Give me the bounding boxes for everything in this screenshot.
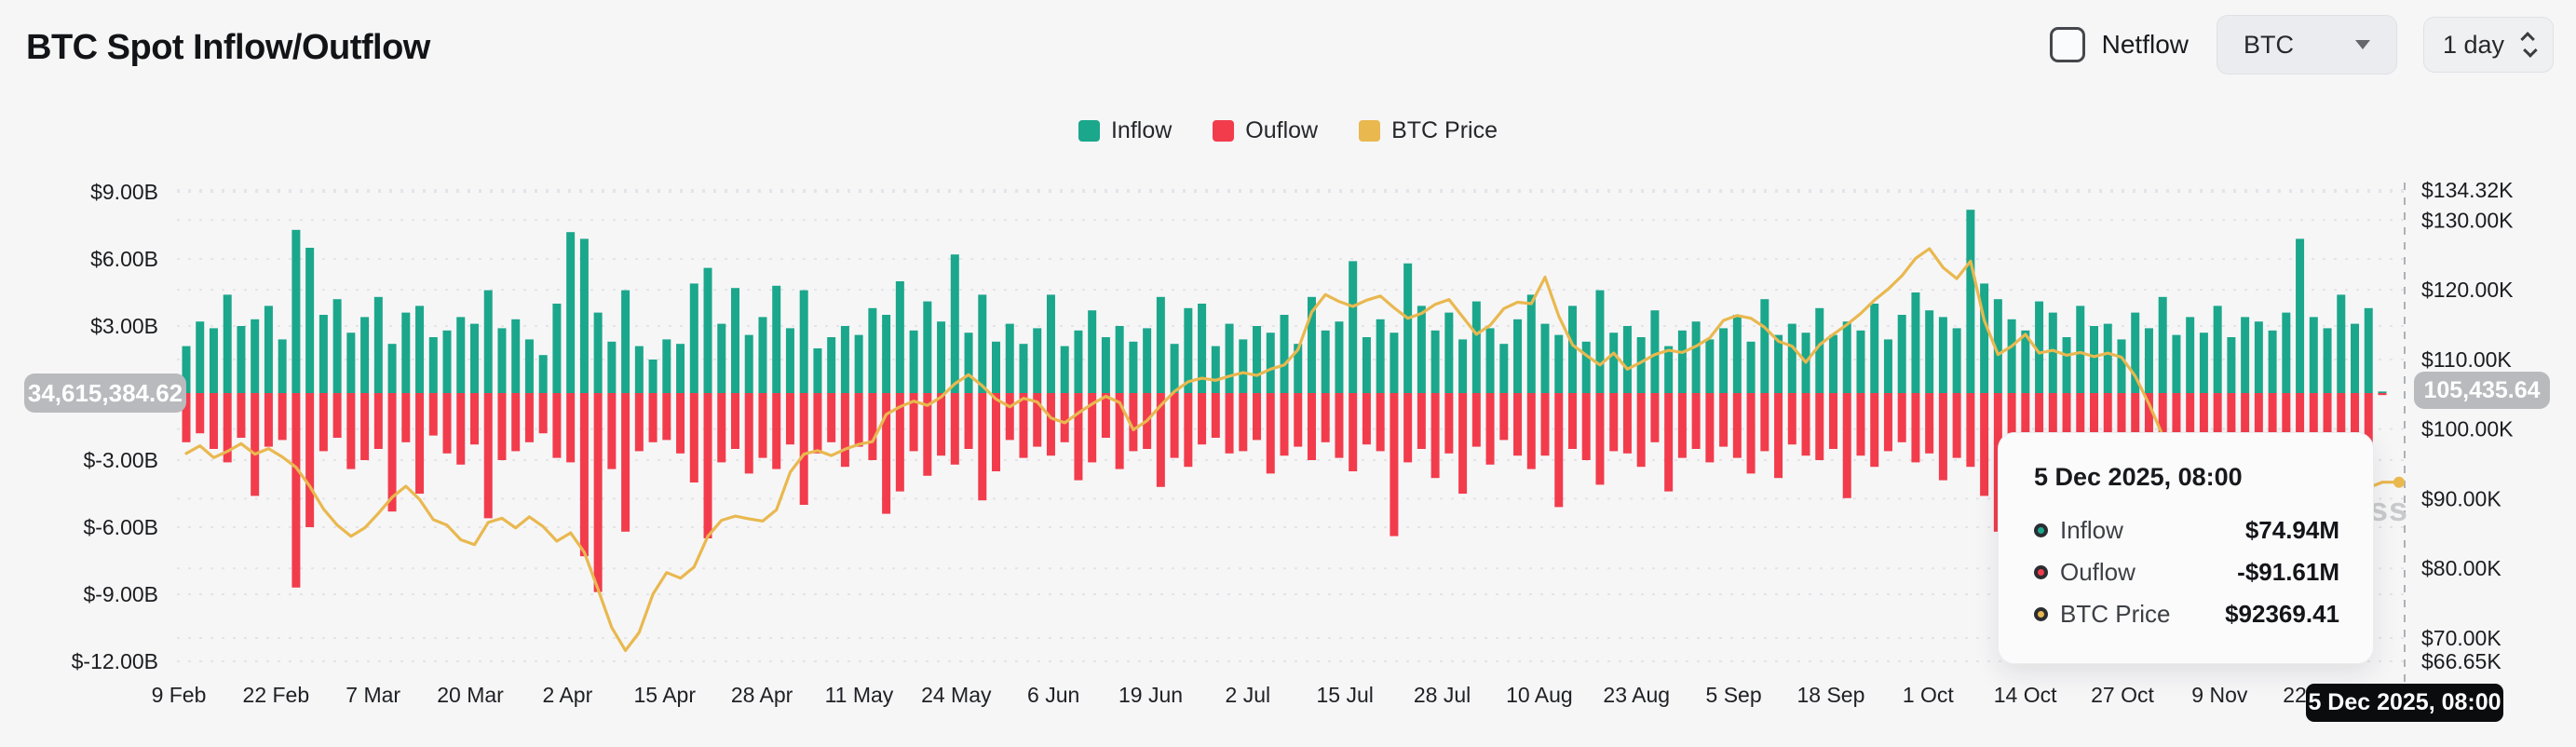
legend-swatch — [1213, 120, 1235, 142]
x-axis-tick: 15 Apr — [634, 683, 697, 707]
x-axis-tick: 18 Sep — [1796, 683, 1864, 707]
legend-item-inflow[interactable]: Inflow — [1078, 117, 1172, 144]
x-axis-tick: 14 Oct — [1994, 683, 2057, 707]
x-axis-tick: 9 Nov — [2191, 683, 2248, 707]
tooltip-row-inflow: Inflow $74.94M — [2034, 516, 2339, 545]
chevron-down-icon — [2355, 40, 2370, 49]
zero-line-value-badge: 34,615,384.62 — [24, 374, 186, 413]
tooltip-row-btc-price: BTC Price $92369.41 — [2034, 600, 2339, 629]
left-axis-tick: $3.00B — [90, 314, 158, 338]
x-axis-tick: 28 Apr — [731, 683, 793, 707]
netflow-checkbox[interactable] — [2049, 27, 2085, 62]
right-axis-tick: $90.00K — [2421, 486, 2501, 510]
x-axis-tick: 2 Apr — [543, 683, 593, 707]
right-axis-tick: $80.00K — [2421, 556, 2501, 580]
legend-swatch — [1078, 120, 1100, 142]
left-axis-tick: $6.00B — [90, 247, 158, 271]
x-axis-tick: 28 Jul — [1414, 683, 1471, 707]
price-endpoint-dot — [2393, 476, 2405, 488]
x-axis-tick: 24 May — [921, 683, 992, 707]
page-title: BTC Spot Inflow/Outflow — [26, 28, 430, 67]
x-axis-tick: 22 Feb — [243, 683, 310, 707]
chart-legend: Inflow Ouflow BTC Price — [0, 117, 2576, 144]
series-dot-icon — [2034, 607, 2048, 621]
x-axis-tick: 6 Jun — [1027, 683, 1079, 707]
symbol-select[interactable]: BTC — [2217, 15, 2397, 75]
x-axis-tick: 19 Jun — [1119, 683, 1183, 707]
x-axis-tick: 5 Sep — [1706, 683, 1762, 707]
right-axis-tick: $134.32K — [2421, 178, 2514, 202]
legend-label: BTC Price — [1391, 117, 1498, 143]
x-axis-tick: 27 Oct — [2091, 683, 2154, 707]
x-axis-tick: 20 Mar — [437, 683, 504, 707]
legend-swatch — [1359, 120, 1381, 142]
right-axis-tick: $130.00K — [2421, 208, 2514, 232]
btc-price-line — [184, 247, 2401, 653]
right-axis-tick: $120.00K — [2421, 278, 2514, 302]
chart-tooltip: 5 Dec 2025, 08:00 Inflow $74.94M Ouflow … — [1998, 432, 2374, 664]
legend-label: Ouflow — [1245, 117, 1319, 143]
left-axis-tick: $9.00B — [90, 180, 158, 204]
left-axis-tick: $-6.00B — [83, 515, 158, 539]
right-axis-tick: $66.65K — [2421, 649, 2501, 673]
x-axis-tick: 23 Aug — [1603, 683, 1670, 707]
x-axis-tick: 2 Jul — [1226, 683, 1271, 707]
series-dot-icon — [2034, 523, 2048, 537]
interval-select[interactable]: 1 day — [2423, 17, 2554, 73]
right-axis-tick: $110.00K — [2421, 347, 2512, 372]
right-axis-tick: $100.00K — [2421, 417, 2514, 441]
current-price-badge: 105,435.64 — [2414, 372, 2550, 409]
x-axis-tick: 15 Jul — [1317, 683, 1374, 707]
x-axis-tick: 9 Feb — [152, 683, 207, 707]
tooltip-row-ouflow: Ouflow -$91.61M — [2034, 558, 2339, 587]
netflow-checkbox-label: Netflow — [2101, 30, 2189, 59]
x-axis-tick: 7 Mar — [346, 683, 400, 707]
legend-label: Inflow — [1110, 117, 1173, 143]
left-axis-tick: $-9.00B — [83, 582, 158, 606]
x-axis-tick: 1 Oct — [1903, 683, 1955, 707]
interval-select-value: 1 day — [2443, 30, 2505, 59]
left-axis-tick: $-12.00B — [72, 649, 158, 673]
chart-controls: Netflow BTC 1 day — [2049, 15, 2554, 75]
tooltip-date: 5 Dec 2025, 08:00 — [2034, 463, 2243, 491]
left-axis-tick: $-3.00B — [83, 448, 158, 472]
legend-item-btc-price[interactable]: BTC Price — [1359, 117, 1498, 144]
coinglass-watermark: ss — [2369, 490, 2409, 528]
legend-item-ouflow[interactable]: Ouflow — [1213, 117, 1318, 144]
symbol-select-value: BTC — [2244, 30, 2294, 59]
x-axis-tick: 10 Aug — [1506, 683, 1573, 707]
x-axis-tick: 11 May — [825, 683, 894, 707]
right-axis-tick: $70.00K — [2421, 626, 2501, 650]
hover-date-badge: 5 Dec 2025, 08:00 — [2306, 684, 2503, 722]
series-dot-icon — [2034, 565, 2048, 579]
